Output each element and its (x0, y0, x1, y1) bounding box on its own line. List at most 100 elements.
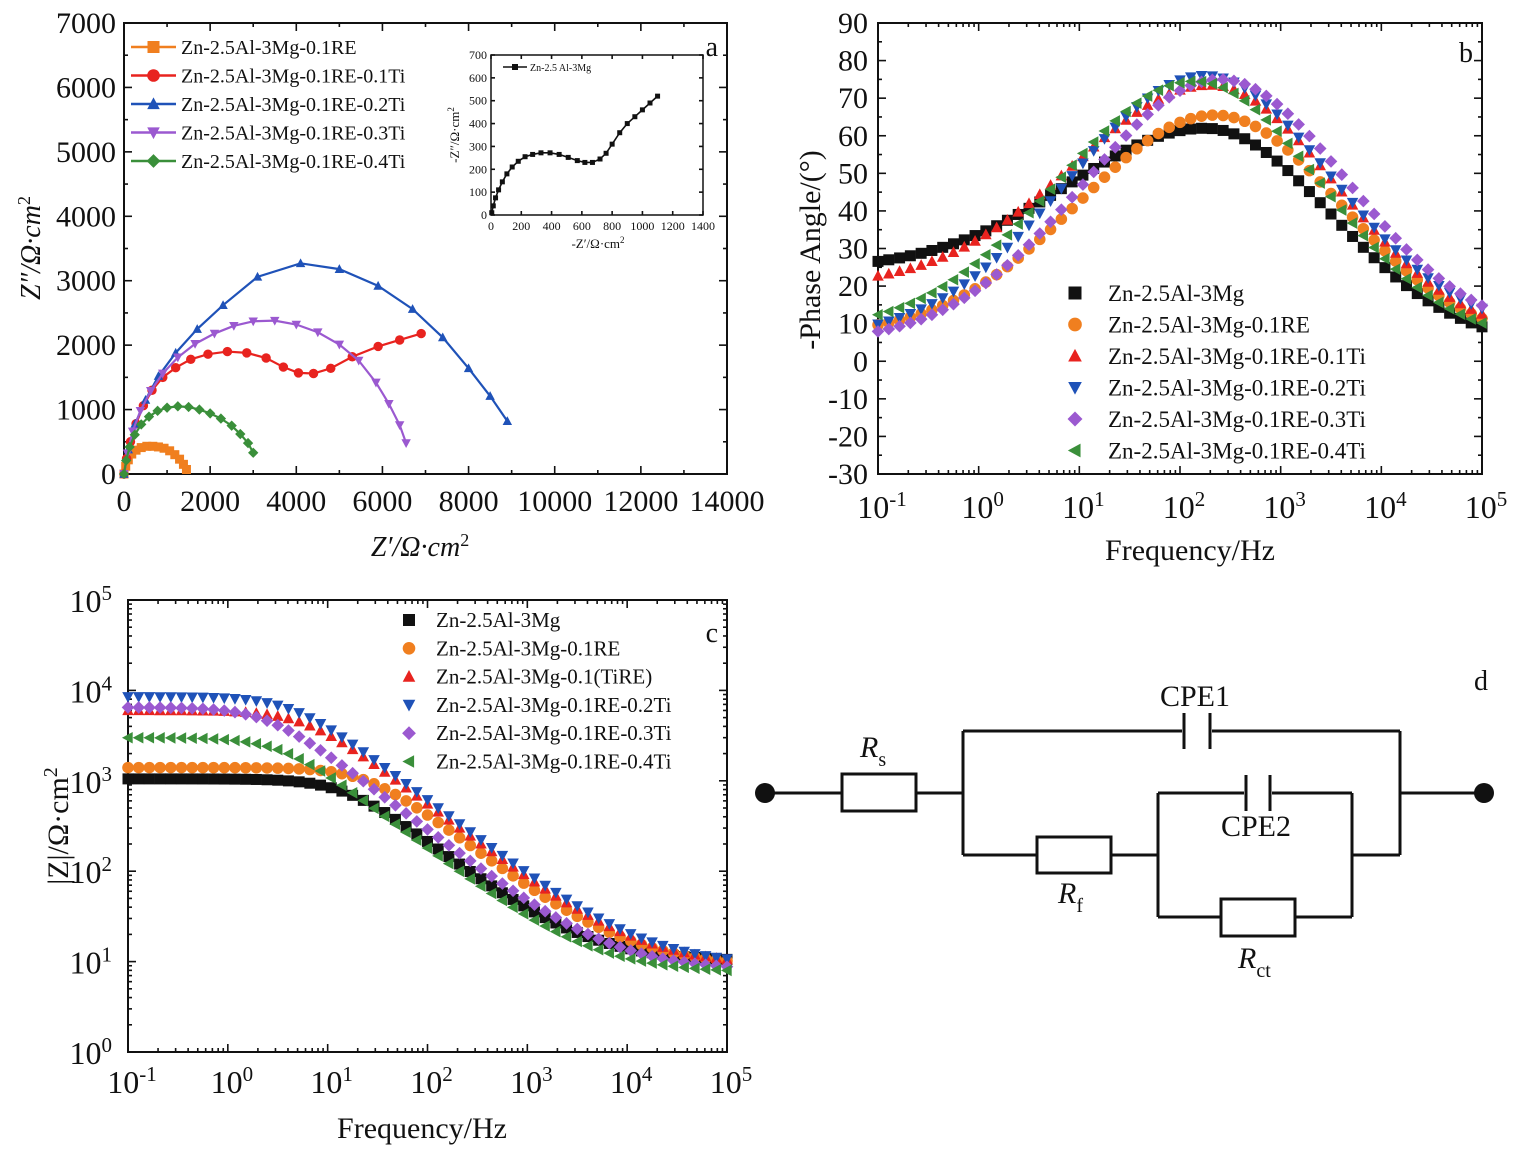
data-point (560, 917, 573, 930)
data-point (122, 692, 134, 703)
data-point (1303, 186, 1315, 198)
data-point (1023, 220, 1035, 232)
data-point (304, 713, 316, 724)
data-point (872, 255, 884, 267)
panel-d-letter: d (1474, 666, 1488, 697)
data-point (346, 739, 359, 751)
x-tick-label: 104 (1364, 487, 1407, 525)
data-point (1228, 111, 1240, 124)
data-point (442, 857, 454, 870)
data-point (518, 900, 530, 912)
data-point (400, 795, 412, 807)
data-point (699, 958, 712, 972)
data-point (635, 933, 648, 945)
data-point (624, 953, 636, 965)
data-point (432, 816, 444, 829)
legend-label: Zn-2.5Al-3Mg-0.1RE-0.3Ti (1108, 407, 1366, 432)
data-point (178, 459, 188, 469)
data-point (936, 293, 949, 304)
data-point (635, 955, 647, 967)
data-point (560, 894, 573, 906)
x-tick-label: 6000 (352, 485, 412, 518)
y-tick-label: 104 (70, 671, 113, 709)
data-point (282, 712, 295, 724)
data-point (883, 316, 895, 328)
data-point (207, 703, 220, 716)
legend-label: Zn-2.5Al-3Mg (436, 608, 561, 632)
data-point (1443, 302, 1455, 315)
data-point (1044, 223, 1057, 236)
data-point (1400, 272, 1412, 285)
data-point (1216, 73, 1230, 86)
y-tick-label: 20 (838, 270, 868, 303)
inset-legend-label: Zn-2.5 Al-3Mg (530, 63, 591, 74)
legend-marker (402, 699, 416, 712)
data-point (222, 346, 233, 357)
data-point (904, 316, 917, 330)
data-point (1336, 184, 1348, 196)
data-point (904, 250, 916, 262)
data-point (1033, 195, 1045, 207)
data-point (464, 865, 476, 877)
data-point (261, 774, 273, 786)
data-point (979, 249, 991, 261)
inset-data-point (603, 150, 609, 156)
data-point (175, 692, 188, 704)
data-point (1044, 196, 1057, 207)
data-point (1422, 289, 1433, 302)
data-point (1400, 243, 1413, 256)
data-point (656, 959, 668, 971)
inset-data-point (522, 154, 528, 160)
data-point (990, 268, 1003, 281)
inset-y-tick-label: 400 (469, 117, 487, 131)
data-point (315, 779, 327, 791)
inset-series-line (490, 95, 659, 213)
data-point (186, 354, 196, 365)
y-tick-label: 30 (838, 233, 868, 266)
data-point (1001, 213, 1014, 225)
data-point (1098, 153, 1111, 166)
data-point (132, 692, 145, 703)
data-point (186, 773, 198, 785)
panel-b-phase-angle-chart: 10-1 100 101 102 103 104 105 -30 -20 -10 0 10 20 30 4… (794, 7, 1507, 567)
data-point (1368, 241, 1379, 254)
data-point (937, 241, 949, 253)
data-point (646, 957, 657, 969)
y-tick-label: 0 (853, 345, 868, 378)
y-tick-label: 7000 (56, 7, 116, 40)
data-point (293, 776, 305, 788)
data-point (181, 464, 191, 474)
x-tick-label: 4000 (266, 485, 326, 518)
data-point (710, 952, 723, 964)
data-point (592, 932, 605, 946)
cpe1-label: CPE1 (1160, 680, 1230, 713)
y-tick-label: 90 (838, 7, 868, 40)
data-point (486, 880, 498, 892)
data-point (186, 732, 197, 745)
data-point (145, 387, 156, 396)
data-point (502, 416, 513, 425)
panel-b-y-axis-label: -Phase Angle/(°) (794, 150, 827, 349)
inset-y-tick-label: 100 (469, 185, 487, 199)
data-point (475, 873, 487, 885)
legend-label: Zn-2.5Al-3Mg-0.1RE-0.2Ti (1108, 376, 1366, 401)
data-point (154, 692, 166, 703)
panel-d-equivalent-circuit: d CPE1 CPE2 Rs Rf (755, 666, 1494, 982)
data-point (1120, 151, 1132, 164)
data-point (1432, 272, 1446, 285)
data-point (1152, 93, 1165, 104)
data-point (581, 940, 593, 952)
data-point (571, 935, 582, 948)
y-tick-label: 103 (70, 762, 113, 800)
data-point (506, 884, 520, 898)
data-point (699, 963, 711, 975)
inset-data-point (556, 151, 562, 157)
data-point (1196, 122, 1208, 134)
data-point (389, 788, 402, 801)
data-point (1389, 231, 1403, 245)
data-point (871, 325, 885, 338)
data-point (517, 891, 531, 905)
data-point (442, 838, 456, 852)
data-point (1249, 82, 1262, 96)
data-point (582, 907, 594, 919)
